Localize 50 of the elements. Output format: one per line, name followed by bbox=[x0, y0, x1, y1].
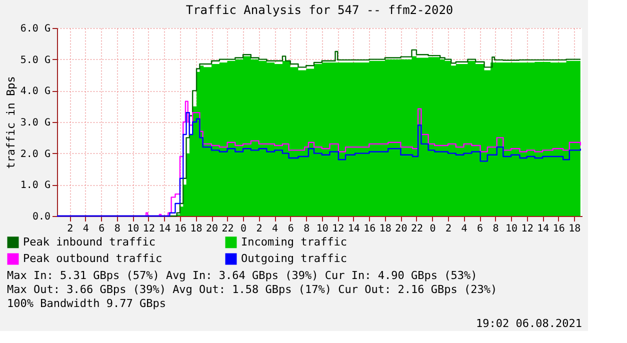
y-tick-label: 3.0 G bbox=[20, 118, 50, 128]
x-tick-label: 18 bbox=[568, 224, 581, 234]
x-tick-label: 4 bbox=[272, 224, 278, 234]
x-tick-label: 0 bbox=[430, 224, 436, 234]
x-tick-label: 14 bbox=[158, 224, 171, 234]
legend-label: Peak inbound traffic bbox=[23, 235, 156, 248]
y-tick-label: 6.0 G bbox=[20, 24, 50, 34]
x-tick-label: 14 bbox=[348, 224, 360, 234]
x-tick-label: 20 bbox=[395, 224, 408, 234]
x-tick-label: 2 bbox=[67, 224, 74, 234]
y-tick-label: 4.0 G bbox=[20, 86, 50, 98]
x-tick-label: 22 bbox=[410, 224, 423, 234]
x-tick-label: 16 bbox=[364, 224, 376, 234]
x-tick-label: 10 bbox=[316, 224, 328, 234]
text: Max Out: 3.66 GBps (39%) Avg Out: 1.58 GBps (17%) Cur Out: 2.16 GBps (23%) bbox=[7, 283, 498, 296]
x-tick-label: 20 bbox=[206, 224, 218, 234]
legend-label: Incoming traffic bbox=[241, 235, 347, 248]
x-tick-label: 12 bbox=[521, 224, 534, 234]
x-tick-label: 6 bbox=[288, 224, 294, 234]
x-tick-label: 18 bbox=[379, 224, 392, 234]
x-tick-label: 6 bbox=[477, 224, 484, 234]
x-tick-label: 10 bbox=[127, 224, 140, 234]
chart-title: Traffic Analysis for 547 -- ffm2-2020 bbox=[186, 3, 454, 17]
legend-label: Peak outbound traffic bbox=[23, 252, 162, 265]
y-tick-label: 5.0 G bbox=[20, 54, 50, 66]
x-tick-label: 2 bbox=[445, 224, 452, 234]
text: 100% Bandwidth 9.77 GBps bbox=[7, 297, 166, 310]
y-tick-label: 1.0 G bbox=[20, 180, 50, 192]
y-axis-title: traffic in Bps bbox=[4, 76, 18, 169]
x-tick-label: 22 bbox=[222, 224, 234, 234]
x-tick-label: 8 bbox=[114, 224, 120, 234]
x-tick-label: 8 bbox=[304, 224, 310, 234]
x-tick-label: 0 bbox=[240, 224, 247, 234]
x-tick-label: 16 bbox=[174, 224, 186, 234]
y-tick-label: 2.0 G bbox=[20, 148, 50, 160]
x-tick-label: 18 bbox=[190, 224, 202, 234]
legend-label: Outgoing traffic bbox=[241, 252, 347, 265]
x-tick-label: 12 bbox=[332, 224, 344, 234]
x-tick-label: 10 bbox=[506, 224, 518, 234]
x-tick-label: 8 bbox=[492, 224, 499, 234]
x-tick-label: 12 bbox=[142, 224, 155, 234]
text: 19:02 06.08.2021 bbox=[476, 317, 582, 330]
x-tick-label: 4 bbox=[461, 224, 468, 234]
text: Max In: 5.31 GBps (57%) Avg In: 3.64 GBps (39%) Cur In: 4.90 GBps (53%) bbox=[7, 269, 478, 282]
x-tick-label: 16 bbox=[552, 224, 565, 234]
x-tick-label: 4 bbox=[82, 224, 89, 234]
x-tick-label: 14 bbox=[537, 224, 550, 234]
x-tick-label: 6 bbox=[98, 224, 105, 234]
x-tick-label: 2 bbox=[256, 224, 262, 234]
y-tick-label: 0.0 bbox=[32, 212, 50, 222]
